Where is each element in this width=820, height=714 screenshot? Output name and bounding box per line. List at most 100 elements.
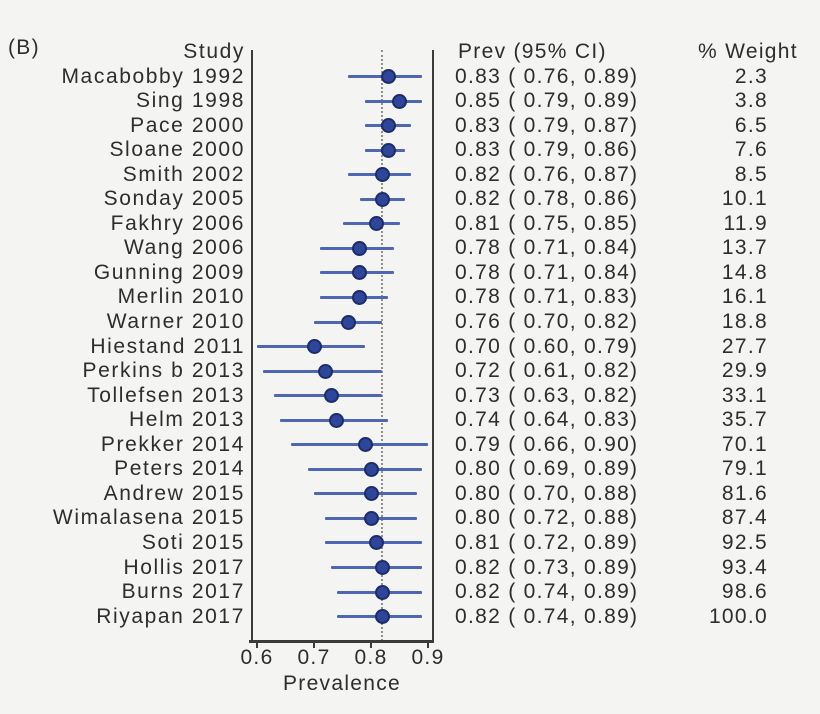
prev-ci-value: 0.82 ( 0.76, 0.87) xyxy=(455,162,639,186)
study-label: Tollefsen 2013 xyxy=(87,383,245,407)
pooled-estimate-reference-line xyxy=(380,50,383,641)
point-estimate-marker xyxy=(306,339,322,355)
study-label: Smith 2002 xyxy=(122,162,245,186)
study-label: Wimalasena 2015 xyxy=(52,506,245,530)
prev-ci-value: 0.82 ( 0.78, 0.86) xyxy=(455,187,639,211)
weight-value: 81.6 xyxy=(721,481,768,505)
plot-right-border xyxy=(431,50,434,641)
point-estimate-marker xyxy=(374,584,390,600)
point-estimate-marker xyxy=(374,167,390,183)
study-label: Warner 2010 xyxy=(106,310,245,333)
prev-ci-value: 0.82 ( 0.74, 0.89) xyxy=(455,580,639,604)
point-estimate-marker xyxy=(352,240,368,256)
weight-value: 7.6 xyxy=(734,138,768,162)
point-estimate-marker xyxy=(363,461,379,477)
study-label: Sonday 2005 xyxy=(103,187,245,211)
prev-ci-value: 0.78 ( 0.71, 0.84) xyxy=(455,236,639,260)
prev-ci-value: 0.85 ( 0.79, 0.89) xyxy=(455,89,639,113)
prev-ci-value: 0.81 ( 0.72, 0.89) xyxy=(455,530,639,554)
x-axis-tick-label: 0.8 xyxy=(354,646,388,669)
prev-ci-value: 0.83 ( 0.76, 0.89) xyxy=(455,64,639,88)
panel-label: (B) xyxy=(8,36,40,59)
point-estimate-marker xyxy=(374,609,390,625)
point-estimate-marker xyxy=(392,93,407,109)
point-estimate-marker xyxy=(352,265,368,281)
plot-left-border xyxy=(250,50,253,641)
prev-ci-value: 0.81 ( 0.75, 0.85) xyxy=(455,211,639,235)
study-label: Gunning 2009 xyxy=(93,260,245,284)
point-estimate-marker xyxy=(317,363,333,379)
prev-ci-value: 0.74 ( 0.64, 0.83) xyxy=(455,408,639,432)
point-estimate-marker xyxy=(369,535,385,551)
point-estimate-marker xyxy=(352,289,368,305)
study-label: Prekker 2014 xyxy=(100,432,245,456)
x-axis-tick-mark xyxy=(313,641,315,648)
study-label: Andrew 2015 xyxy=(103,481,245,505)
prev-ci-value: 0.80 ( 0.70, 0.88) xyxy=(455,481,639,505)
prev-ci-value: 0.70 ( 0.60, 0.79) xyxy=(455,334,639,358)
weight-value: 6.5 xyxy=(734,113,768,137)
weight-value: 2.3 xyxy=(734,64,768,88)
weight-value: 87.4 xyxy=(721,506,768,530)
study-label: Peters 2014 xyxy=(114,457,245,481)
point-estimate-marker xyxy=(380,69,396,84)
weight-value: 33.1 xyxy=(721,383,768,407)
point-estimate-marker xyxy=(363,486,379,502)
x-axis-tick-mark xyxy=(256,641,258,648)
x-axis-label: Prevalence xyxy=(282,672,402,695)
weight-value: 29.9 xyxy=(721,359,768,383)
point-estimate-marker xyxy=(329,412,345,428)
prev-ci-value: 0.78 ( 0.71, 0.83) xyxy=(455,285,639,309)
study-label: Pace 2000 xyxy=(130,113,245,137)
study-label: Riyapan 2017 xyxy=(96,604,245,628)
column-header-study: Study xyxy=(183,40,245,63)
weight-value: 79.1 xyxy=(721,457,768,481)
study-label: Merlin 2010 xyxy=(117,285,245,309)
weight-value: 11.9 xyxy=(723,211,768,235)
weight-value: 14.8 xyxy=(721,260,768,284)
weight-value: 10.1 xyxy=(721,187,768,211)
point-estimate-marker xyxy=(323,388,339,404)
prev-ci-value: 0.78 ( 0.71, 0.84) xyxy=(455,260,639,284)
x-axis-tick-label: 0.7 xyxy=(297,646,331,669)
weight-value: 18.8 xyxy=(721,310,768,333)
x-axis-tick-label: 0.9 xyxy=(411,646,445,669)
weight-value: 3.8 xyxy=(734,89,768,113)
weight-value: 35.7 xyxy=(721,408,768,432)
x-axis-tick-mark xyxy=(427,641,429,648)
study-label: Hollis 2017 xyxy=(123,555,245,579)
weight-value: 13.7 xyxy=(721,236,768,260)
weight-value: 16.1 xyxy=(721,285,768,309)
x-axis-line xyxy=(249,640,434,643)
point-estimate-marker xyxy=(374,560,390,575)
weight-value: 70.1 xyxy=(721,432,768,456)
point-estimate-marker xyxy=(369,216,385,232)
x-axis-tick-label: 0.6 xyxy=(240,646,274,669)
column-header-prev-ci: Prev (95% CI) xyxy=(458,40,607,63)
prev-ci-value: 0.82 ( 0.74, 0.89) xyxy=(455,604,639,628)
x-axis-tick-mark xyxy=(370,641,372,648)
point-estimate-marker xyxy=(340,314,356,330)
weight-value: 93.4 xyxy=(721,555,768,579)
weight-value: 27.7 xyxy=(721,334,768,358)
prev-ci-value: 0.79 ( 0.66, 0.90) xyxy=(455,432,639,456)
prev-ci-value: 0.72 ( 0.61, 0.82) xyxy=(455,359,639,383)
study-label: Hiestand 2011 xyxy=(90,334,245,358)
study-label: Helm 2013 xyxy=(129,408,245,432)
point-estimate-marker xyxy=(374,191,390,207)
prev-ci-value: 0.83 ( 0.79, 0.87) xyxy=(455,113,639,137)
prev-ci-value: 0.73 ( 0.63, 0.82) xyxy=(455,383,639,407)
study-label: Soti 2015 xyxy=(141,530,245,554)
prev-ci-value: 0.76 ( 0.70, 0.82) xyxy=(455,310,639,333)
prev-ci-value: 0.82 ( 0.73, 0.89) xyxy=(455,555,639,579)
study-label: Wang 2006 xyxy=(123,236,245,260)
prev-ci-value: 0.80 ( 0.72, 0.88) xyxy=(455,506,639,530)
point-estimate-marker xyxy=(357,437,373,453)
weight-value: 98.6 xyxy=(721,580,768,604)
weight-value: 8.5 xyxy=(734,162,768,186)
point-estimate-marker xyxy=(380,118,396,134)
weight-value: 100.0 xyxy=(708,604,768,628)
study-label: Burns 2017 xyxy=(121,580,245,604)
study-label: Sing 1998 xyxy=(136,89,245,113)
